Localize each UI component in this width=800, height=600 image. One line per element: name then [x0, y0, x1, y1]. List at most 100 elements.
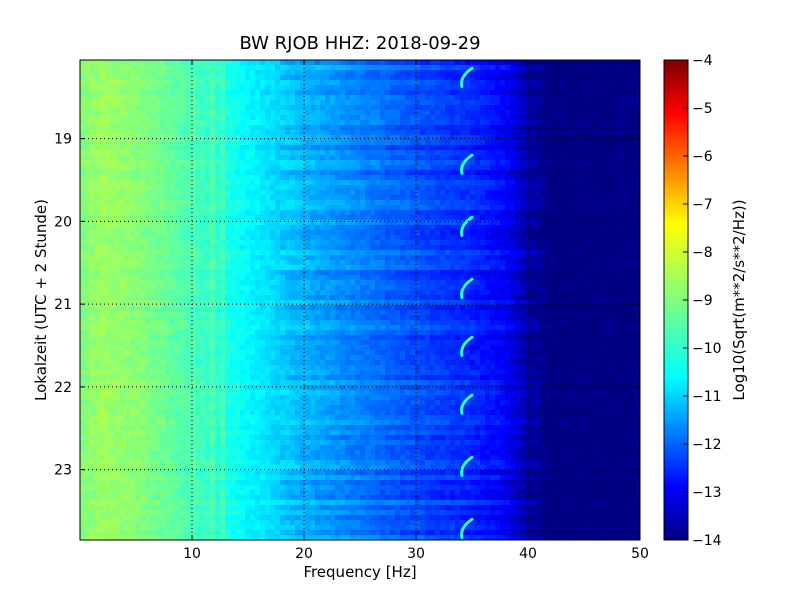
- spectrogram-cell: [115, 250, 121, 256]
- spectrogram-cell: [610, 115, 616, 121]
- spectrogram-cell: [110, 85, 116, 91]
- spectrogram-cell: [205, 70, 211, 76]
- spectrogram-cell: [530, 230, 536, 236]
- spectrogram-cell: [220, 60, 226, 66]
- spectrogram-cell: [325, 230, 331, 236]
- spectrogram-cell: [315, 250, 321, 256]
- spectrogram-cell: [495, 145, 501, 151]
- spectrogram-cell: [635, 205, 640, 211]
- spectrogram-cell: [485, 165, 491, 171]
- spectrogram-cell: [370, 140, 376, 146]
- spectrogram-cell: [85, 155, 91, 161]
- spectrogram-cell: [135, 270, 141, 276]
- spectrogram-cell: [85, 160, 91, 166]
- spectrogram-cell: [560, 220, 566, 226]
- spectrogram-cell: [170, 85, 176, 91]
- spectrogram-cell: [240, 260, 246, 266]
- spectrogram-cell: [220, 65, 226, 71]
- spectrogram-cell: [115, 155, 121, 161]
- spectrogram-cell: [145, 105, 151, 111]
- spectrogram-cell: [200, 270, 206, 276]
- spectrogram-cell: [370, 240, 376, 246]
- spectrogram-cell: [325, 125, 331, 131]
- spectrogram-cell: [535, 95, 541, 101]
- spectrogram-cell: [515, 175, 521, 181]
- spectrogram-cell: [260, 145, 266, 151]
- spectrogram-cell: [165, 200, 171, 206]
- spectrogram-cell: [285, 80, 291, 86]
- spectrogram-cell: [540, 105, 546, 111]
- spectrogram-cell: [195, 165, 201, 171]
- spectrogram-cell: [390, 95, 396, 101]
- spectrogram-cell: [555, 115, 561, 121]
- spectrogram-cell: [590, 140, 596, 146]
- spectrogram-cell: [140, 60, 146, 66]
- spectrogram-cell: [495, 115, 501, 121]
- spectrogram-cell: [410, 200, 416, 206]
- spectrogram-cell: [200, 215, 206, 221]
- spectrogram-cell: [270, 210, 276, 216]
- spectrogram-cell: [365, 255, 371, 261]
- spectrogram-cell: [365, 75, 371, 81]
- spectrogram-cell: [565, 210, 571, 216]
- spectrogram-cell: [225, 275, 231, 281]
- spectrogram-cell: [530, 255, 536, 261]
- spectrogram-cell: [600, 225, 606, 231]
- spectrogram-cell: [510, 235, 516, 241]
- spectrogram-cell: [455, 160, 461, 166]
- spectrogram-cell: [190, 190, 196, 196]
- spectrogram-cell: [425, 60, 431, 66]
- spectrogram-cell: [510, 140, 516, 146]
- spectrogram-cell: [395, 255, 401, 261]
- spectrogram-cell: [305, 275, 311, 281]
- spectrogram-cell: [285, 140, 291, 146]
- spectrogram-cell: [610, 170, 616, 176]
- spectrogram-cell: [420, 240, 426, 246]
- spectrogram-cell: [170, 130, 176, 136]
- spectrogram-cell: [545, 170, 551, 176]
- spectrogram-cell: [490, 255, 496, 261]
- spectrogram-cell: [390, 70, 396, 76]
- spectrogram-cell: [370, 175, 376, 181]
- spectrogram-cell: [335, 140, 341, 146]
- spectrogram-cell: [625, 145, 631, 151]
- spectrogram-cell: [150, 225, 156, 231]
- spectrogram-cell: [410, 250, 416, 256]
- spectrogram-cell: [160, 140, 166, 146]
- spectrogram-cell: [355, 265, 361, 271]
- spectrogram-cell: [270, 140, 276, 146]
- spectrogram-cell: [325, 220, 331, 226]
- spectrogram-cell: [145, 140, 151, 146]
- spectrogram-cell: [200, 210, 206, 216]
- spectrogram-cell: [370, 160, 376, 166]
- spectrogram-cell: [510, 90, 516, 96]
- spectrogram-cell: [115, 75, 121, 81]
- spectrogram-cell: [510, 245, 516, 251]
- spectrogram-cell: [480, 65, 486, 71]
- spectrogram-cell: [525, 115, 531, 121]
- spectrogram-cell: [520, 85, 526, 91]
- spectrogram-cell: [90, 120, 96, 126]
- spectrogram-cell: [535, 65, 541, 71]
- spectrogram-cell: [495, 150, 501, 156]
- spectrogram-cell: [305, 200, 311, 206]
- spectrogram-cell: [300, 155, 306, 161]
- spectrogram-cell: [95, 240, 101, 246]
- spectrogram-cell: [610, 215, 616, 221]
- spectrogram-cell: [450, 245, 456, 251]
- spectrogram-cell: [405, 160, 411, 166]
- spectrogram-cell: [430, 260, 436, 266]
- spectrogram-cell: [330, 190, 336, 196]
- spectrogram-cell: [195, 60, 201, 66]
- spectrogram-cell: [440, 240, 446, 246]
- spectrogram-cell: [550, 95, 556, 101]
- spectrogram-cell: [535, 130, 541, 136]
- spectrogram-cell: [580, 210, 586, 216]
- spectrogram-cell: [575, 80, 581, 86]
- spectrogram-cell: [215, 195, 221, 201]
- spectrogram-cell: [460, 115, 466, 121]
- spectrogram-cell: [90, 65, 96, 71]
- spectrogram-cell: [560, 160, 566, 166]
- spectrogram-cell: [160, 215, 166, 221]
- spectrogram-cell: [210, 160, 216, 166]
